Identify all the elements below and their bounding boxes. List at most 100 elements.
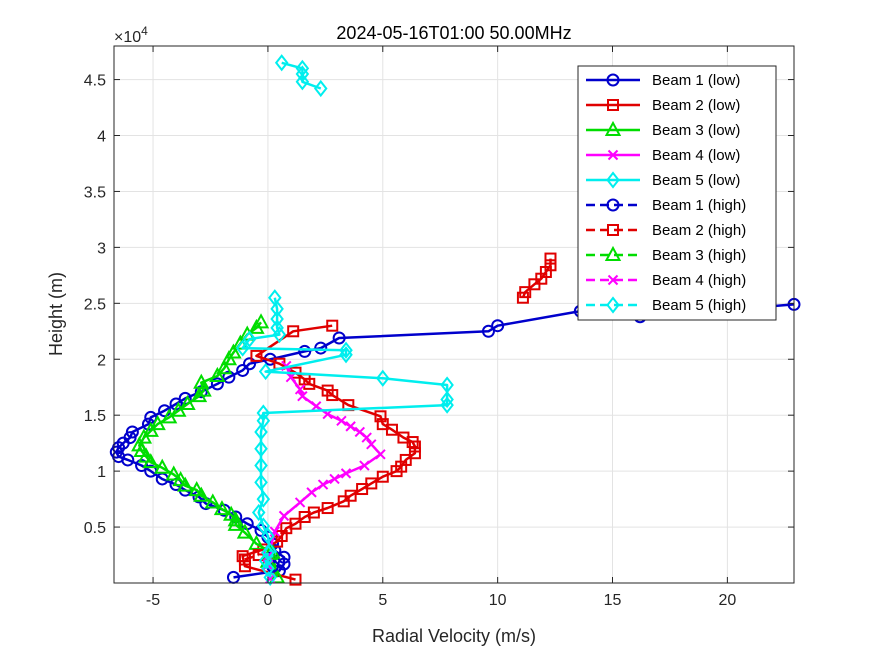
data-point-diamond [295,73,310,91]
data-point-square [321,384,334,397]
data-point-triangle [252,313,270,329]
data-point-triangle [248,534,265,550]
data-point-diamond [256,517,271,535]
data-point-triangle [195,381,212,397]
data-point-diamond [261,527,275,545]
legend-marker-triangle [604,245,622,261]
data-point-triangle [165,465,182,481]
data-point-x [294,384,306,395]
data-point-square [374,410,387,423]
data-point-diamond [254,423,268,441]
data-point-diamond [235,339,250,357]
legend-label: Beam 5 (low) [652,172,740,189]
data-point-square [321,502,334,515]
data-point-triangle [149,415,166,431]
legend-marker-square [607,99,619,111]
data-point-diamond [258,362,273,381]
data-point-circle [491,319,505,333]
data-point-diamond [256,412,271,430]
data-point-square [289,573,302,586]
data-point-x [278,510,290,522]
data-point-circle [481,324,495,338]
data-point-circle [332,331,346,345]
y-exponent-base: ×10 [114,29,141,46]
series-beam-5-low-upper [274,54,328,98]
data-point-square [238,553,251,566]
data-point-diamond [261,544,275,562]
series-line [241,324,417,581]
data-point-square [397,431,410,444]
x-tick-label: -5 [146,592,160,609]
y-tick-label: 3.5 [84,184,106,201]
data-point-triangle [154,458,171,474]
x-axis-label: Radial Velocity (m/s) [372,626,536,646]
data-point-diamond [440,376,454,394]
legend-entry: Beam 4 (low) [586,147,740,164]
x-tick-label: 0 [263,592,272,609]
data-point-circle [178,391,192,405]
data-point-x [345,421,356,432]
data-point-diamond [254,440,268,458]
legend-label: Beam 4 (high) [652,272,746,289]
series-beam-4-low [262,360,386,584]
data-point-circle [125,425,139,439]
legend-label: Beam 1 (high) [652,197,746,214]
legend-marker-x [607,149,619,161]
data-point-square [376,418,389,431]
chart-title: 2024-05-16T01:00 50.00MHz [336,23,571,43]
data-point-square [287,325,300,338]
legend-label: Beam 2 (high) [652,222,746,239]
data-point-square [365,477,378,490]
data-point-square [289,517,302,530]
data-point-x [340,468,352,479]
data-point-diamond [254,456,268,475]
x-tick-label: 20 [718,592,736,609]
data-point-square [250,349,263,362]
data-point-x [306,487,317,498]
data-point-triangle [216,359,233,375]
x-tick-label: 10 [489,592,507,609]
data-point-triangle [131,436,148,452]
data-point-square [519,286,532,299]
series-beam-5-high [258,544,275,578]
y-tick-label: 2 [97,352,106,369]
legend-marker-circle [606,73,620,87]
data-point-square [544,252,557,265]
data-point-diamond [242,330,257,348]
x-tick-label: 5 [378,592,387,609]
data-point-x [317,479,329,490]
data-point-x [354,426,366,438]
legend-label: Beam 2 (low) [652,97,740,114]
data-point-diamond [339,341,353,359]
data-point-triangle [193,373,210,389]
data-point-diamond [268,289,282,307]
data-point-triangle [209,366,226,383]
y-tick-label: 1.5 [84,408,106,425]
data-point-diamond [376,369,390,387]
data-point-x [359,460,370,471]
data-point-x [297,390,308,402]
data-point-square [408,447,421,460]
y-exponent-power: 4 [141,24,148,38]
data-point-diamond [256,490,271,508]
legend-entry: Beam 1 (low) [586,72,740,89]
series-beam-2-low-upper [516,252,557,304]
data-point-x [329,473,340,485]
legend-label: Beam 4 (low) [652,147,740,164]
legend-entry: Beam 1 (high) [586,197,746,214]
data-point-diamond [256,404,271,422]
y-tick-label: 2.5 [84,296,106,313]
data-point-square [376,470,389,483]
data-point-triangle [179,394,196,410]
data-point-x [375,449,386,460]
legend-entry: Beam 5 (high) [586,296,746,314]
legend-label: Beam 5 (high) [652,297,746,314]
data-point-triangle [204,493,221,509]
series-line [266,365,382,579]
legend-entry: Beam 3 (high) [586,245,746,264]
data-point-diamond [270,300,284,318]
axis-ticks: -5 0 5 10 15 20 0.5 1 1.5 2 2.5 3 3.5 4 4.5 [84,46,794,609]
data-point-triangle [225,343,242,359]
y-tick-label: 0.5 [84,520,106,537]
